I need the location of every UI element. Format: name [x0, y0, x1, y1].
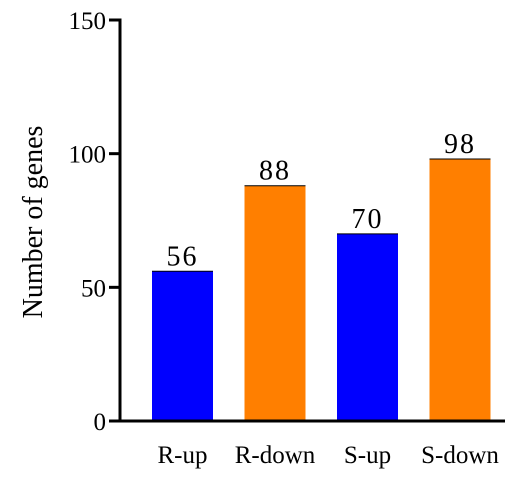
y-axis-title: Number of genes [18, 126, 49, 319]
x-category-label: R-down [235, 442, 316, 469]
value-label: 88 [259, 156, 291, 187]
value-labels-group: 56 88 70 98 [167, 129, 476, 272]
bar-s-down [429, 159, 491, 421]
bars-group [152, 158, 491, 421]
y-axis-ticks: 0 50 100 150 [69, 8, 120, 436]
y-tick-label: 50 [81, 275, 106, 302]
bar-r-up [152, 271, 213, 421]
value-label: 70 [352, 204, 384, 235]
bar-r-down [244, 185, 306, 421]
value-label: 98 [444, 129, 476, 160]
x-category-label: S-down [421, 442, 499, 469]
y-tick-label: 150 [69, 8, 107, 35]
x-axis-labels: R-up R-down S-up S-down [158, 442, 500, 469]
value-label: 56 [167, 241, 199, 272]
y-tick-label: 100 [69, 142, 107, 169]
y-tick-label: 0 [94, 409, 107, 436]
x-category-label: S-up [344, 442, 391, 469]
bar-s-up [337, 233, 398, 421]
x-category-label: R-up [158, 442, 208, 469]
